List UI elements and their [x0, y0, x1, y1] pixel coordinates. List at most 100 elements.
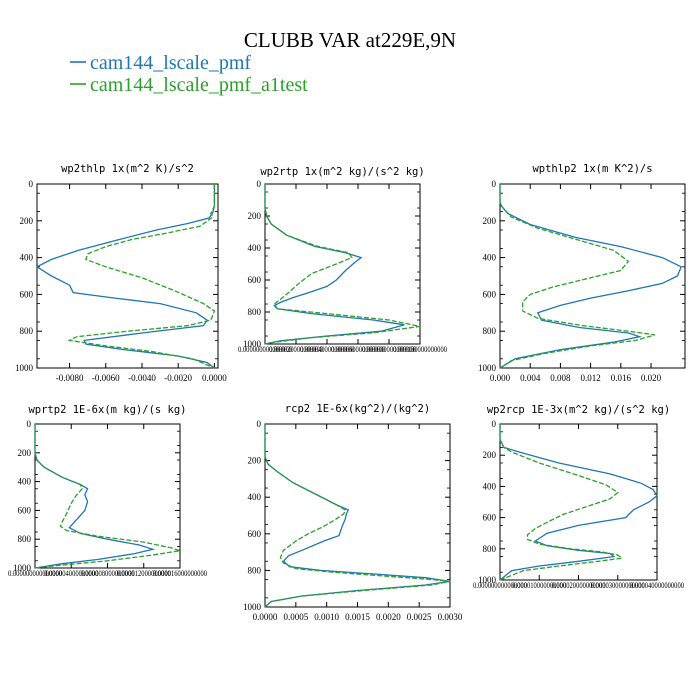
plot-frame: [36, 183, 219, 369]
plot-frame: [34, 423, 181, 569]
y-tick-label: 0: [257, 419, 262, 429]
x-tick-label: 0.000020000000000: [269, 344, 323, 354]
x-tick-label: 0.012: [580, 373, 600, 383]
x-tick-label: 0.0015: [345, 612, 370, 622]
y-tick-label: 200: [20, 216, 34, 226]
y-tick-label: 200: [18, 448, 32, 458]
series-line-2: [67, 184, 216, 369]
y-tick-label: 0: [29, 179, 34, 189]
x-tick-label: 0.000004000000000: [44, 568, 98, 578]
x-tick-label: 0.0010: [314, 612, 339, 622]
x-tick-label: 0.000080000000000: [362, 344, 416, 354]
series-line-2: [499, 424, 624, 581]
panel-title: wprtp2 1E-6x(m kg)/(s kg): [28, 404, 186, 416]
y-tick-label: 0: [257, 179, 262, 189]
x-tick-label: 0.016: [611, 373, 632, 383]
y-tick-label: 600: [483, 289, 497, 299]
x-tick-label: 0.0030: [438, 612, 463, 622]
x-tick-label: 0.0005: [283, 612, 308, 622]
y-tick-label: 1000: [478, 363, 497, 373]
x-tick-label: 0.008: [550, 373, 571, 383]
panel-title: wp2rtp 1x(m^2 kg)/(s^2 kg): [260, 166, 424, 178]
plot-frame: [264, 423, 451, 608]
y-tick-label: 800: [248, 307, 262, 317]
y-tick-label: 800: [483, 544, 497, 554]
y-tick-label: 0: [27, 419, 32, 429]
panel-2: wp2rtp 1x(m^2 kg)/(s^2 kg)0 200 400 600 800 1…: [238, 166, 447, 354]
panel-1: wp2thlp 1x(m^2 K)/s^2 0 200 400 600 800 1000 -0…: [15, 163, 227, 383]
x-tick-label: 0.000030000000000: [591, 580, 645, 590]
plot-frame: [264, 183, 421, 345]
y-tick-label: 400: [248, 492, 262, 502]
legend: cam144_lscale_pmf cam144_lscale_pmf_a1te…: [70, 52, 308, 96]
y-tick-label: 800: [20, 326, 34, 336]
y-tick-label: 600: [248, 529, 262, 539]
x-tick-label: 0.000: [490, 373, 511, 383]
y-tick-label: 200: [483, 216, 497, 226]
legend-label-2: cam144_lscale_pmf_a1test: [90, 74, 308, 96]
y-tick-label: 400: [248, 243, 262, 253]
series-line-2: [264, 184, 421, 345]
x-tick-label: 0.0000: [202, 373, 227, 383]
x-tick-label: 0.000000000000000: [238, 344, 292, 354]
series-line-1: [35, 184, 216, 369]
legend-entry-2: cam144_lscale_pmf_a1test: [70, 74, 308, 96]
x-tick-label: -0.0080: [56, 373, 84, 383]
series-line-1: [499, 424, 658, 581]
panel-3: wpthlp2 1x(m K^2)/s020040060080010000.00…: [478, 163, 686, 383]
panel-title: wpthlp2 1x(m K^2)/s: [532, 163, 652, 175]
y-tick-label: 400: [20, 253, 34, 263]
y-tick-label: 1000: [243, 602, 262, 612]
series-line-2: [264, 424, 451, 608]
panel-title: wp2thlp 1x(m^2 K)/s^2: [61, 163, 194, 175]
y-tick-label: 400: [483, 253, 497, 263]
x-tick-label: 0.0025: [407, 612, 432, 622]
x-tick-label: 0.000020000000000: [552, 580, 606, 590]
panel-6: wp2rcp 1E-3x(m^2 kg)/(s^2 kg) 0 200 400 600 8…: [473, 404, 684, 590]
figure-title: CLUBB VAR at229E,9N: [244, 28, 456, 52]
y-tick-label: 1000: [15, 363, 34, 373]
series-line-1: [264, 424, 451, 608]
y-tick-label: 200: [248, 456, 262, 466]
panel-title: rcp2 1E-6x(kg^2)/(kg^2): [285, 403, 430, 415]
x-tick-label: 0.000008000000000: [81, 568, 135, 578]
x-tick-label: 0.000016000000000: [153, 568, 207, 578]
y-tick-label: 400: [18, 477, 32, 487]
series-line-1: [499, 184, 683, 369]
series-line-2: [499, 184, 655, 369]
x-tick-label: 0.000000000000000: [473, 580, 527, 590]
panel-title: wp2rcp 1E-3x(m^2 kg)/(s^2 kg): [487, 404, 670, 416]
y-tick-label: 400: [483, 481, 497, 491]
x-tick-label: 0.000010000000000: [512, 580, 566, 590]
x-tick-label: 0.000060000000000: [331, 344, 385, 354]
y-tick-label: 1000: [13, 563, 32, 573]
y-tick-label: 600: [483, 513, 497, 523]
x-tick-label: -0.0020: [164, 373, 192, 383]
plot-frame: [499, 423, 658, 581]
legend-entry-1: cam144_lscale_pmf: [70, 52, 251, 74]
panels: wp2thlp 1x(m^2 K)/s^2 0 200 400 600 800 1000 -0…: [8, 163, 686, 622]
series-line-1: [34, 424, 156, 569]
y-tick-label: 600: [20, 289, 34, 299]
y-tick-label: 0: [492, 179, 497, 189]
y-tick-label: 800: [248, 565, 262, 575]
panel-4: wprtp2 1E-6x(m kg)/(s kg) 0 200 400 600 800 10…: [8, 404, 207, 578]
plot-frame: [499, 183, 686, 369]
x-tick-label: 0.020: [641, 373, 662, 383]
x-tick-label: 0.000012000000000: [117, 568, 171, 578]
series-line-2: [34, 424, 181, 569]
x-tick-label: 0.000040000000000: [300, 344, 354, 354]
y-tick-label: 200: [483, 450, 497, 460]
x-tick-label: -0.0040: [128, 373, 156, 383]
x-tick-label: -0.0060: [92, 373, 120, 383]
panel-5: rcp2 1E-6x(kg^2)/(kg^2) 0 200 400 600 800 1000…: [243, 403, 463, 622]
x-tick-label: 0.000100000000000: [393, 344, 447, 354]
x-tick-label: 0.004: [520, 373, 541, 383]
y-tick-label: 600: [248, 275, 262, 285]
x-tick-label: 0.000000000000000: [8, 568, 62, 578]
y-tick-label: 1000: [243, 339, 262, 349]
y-tick-label: 1000: [478, 575, 497, 585]
y-tick-label: 600: [18, 505, 32, 515]
x-tick-label: 0.000040000000000: [630, 580, 684, 590]
